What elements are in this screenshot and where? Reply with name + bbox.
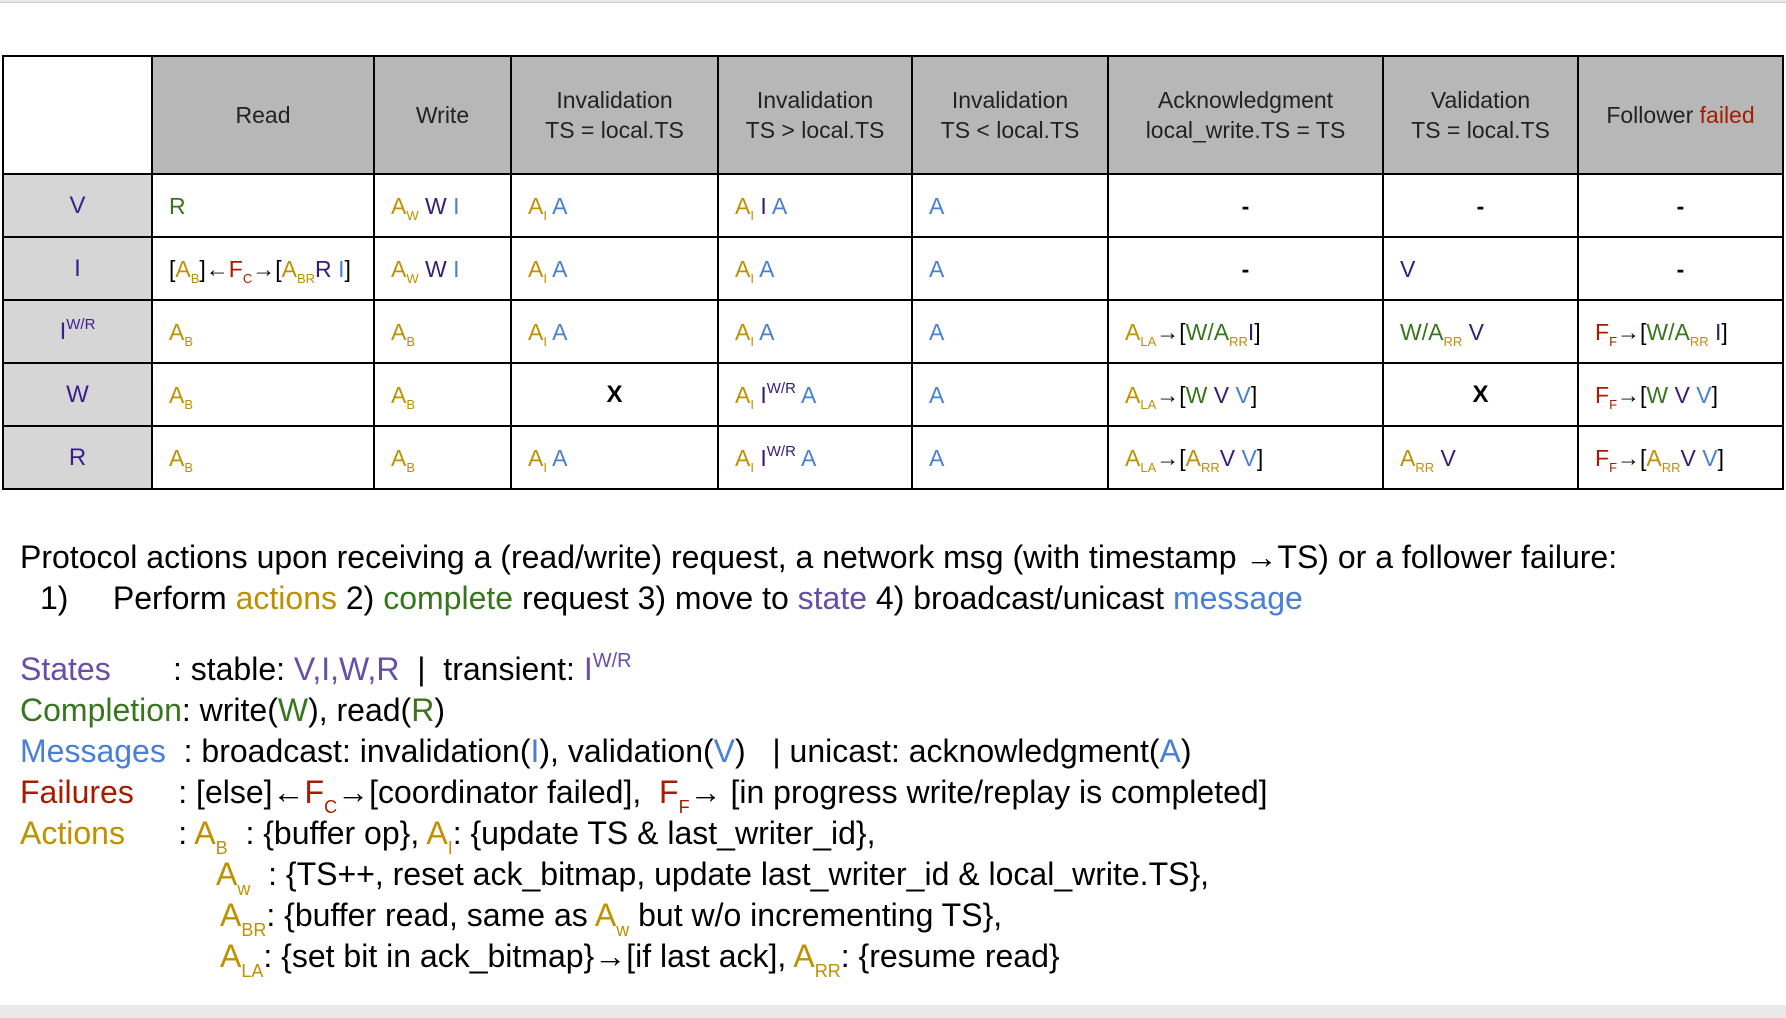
cell-w-ff: FF→[W V V] [1577, 362, 1784, 427]
col-header-follower-failed: Follower failed [1577, 55, 1784, 175]
col-header-inv-eq: Invalidation TS = local.TS [510, 55, 719, 175]
cell-iwr-read: AB [151, 299, 375, 364]
cell-r-read: AB [151, 425, 375, 490]
cell-i-write: AW W I [373, 236, 512, 301]
cell-iwr-inv-lt: A [911, 299, 1109, 364]
cell-i-val: V [1382, 236, 1579, 301]
cell-i-inv-eq: AI A [510, 236, 719, 301]
cell-v-write: AW W I [373, 173, 512, 238]
col-header-inv-gt: Invalidation TS > local.TS [717, 55, 913, 175]
cell-v-inv-eq: AI A [510, 173, 719, 238]
notes-action-ala-line: ALA: {set bit in ack_bitmap}→[if last ac… [220, 938, 1060, 981]
table-row: W AB AB X AI IW/R A A ALA→[W V V] X FF→[… [2, 362, 1784, 427]
table-row: V R AW W I AI A AI I A A - - - [2, 173, 1784, 238]
notes-failures-line: Failures : [else]←FC→[coordinator failed… [20, 774, 1268, 817]
cell-w-inv-eq: X [510, 362, 719, 427]
row-header-v: V [2, 173, 153, 238]
cell-i-ff: - [1577, 236, 1784, 301]
cell-v-read: R [151, 173, 375, 238]
cell-iwr-write: AB [373, 299, 512, 364]
cell-w-read: AB [151, 362, 375, 427]
cell-i-ack: - [1107, 236, 1384, 301]
corner-cell [2, 55, 153, 175]
cell-v-ff: - [1577, 173, 1784, 238]
row-header-r: R [2, 425, 153, 490]
notes-messages-line: Messages : broadcast: invalidation(I), v… [20, 733, 1192, 769]
cell-w-val: X [1382, 362, 1579, 427]
cell-i-inv-lt: A [911, 236, 1109, 301]
cell-i-inv-gt: AI A [717, 236, 913, 301]
protocol-table: Read Write Invalidation TS = local.TS Inv… [2, 55, 1784, 490]
cell-r-ack: ALA→[ARRV V] [1107, 425, 1384, 490]
table-row: I [AB]←FC→[ABRR I] AW W I AI A AI A A - … [2, 236, 1784, 301]
row-header-i: I [2, 236, 153, 301]
cell-v-val: - [1382, 173, 1579, 238]
cell-iwr-inv-eq: AI A [510, 299, 719, 364]
col-header-val: Validation TS = local.TS [1382, 55, 1579, 175]
cell-w-inv-lt: A [911, 362, 1109, 427]
col-header-write: Write [373, 55, 512, 175]
cell-v-inv-gt: AI I A [717, 173, 913, 238]
cell-iwr-ack: ALA→[W/ARRI] [1107, 299, 1384, 364]
cell-r-inv-gt: AI IW/R A [717, 425, 913, 490]
notes-intro-line: Protocol actions upon receiving a (read/… [20, 539, 1618, 575]
cell-iwr-inv-gt: AI A [717, 299, 913, 364]
cell-r-ff: FF→[ARRV V] [1577, 425, 1784, 490]
notes-actions-line: Actions : AB : {buffer op}, AI: {update … [20, 815, 876, 858]
row-header-i-wr: IW/R [2, 299, 153, 364]
legend-notes: Protocol actions upon receiving a (read/… [20, 537, 1618, 981]
cell-v-ack: - [1107, 173, 1384, 238]
table-row: IW/R AB AB AI A AI A A ALA→[W/ARRI] W/AR… [2, 299, 1784, 364]
row-header-w: W [2, 362, 153, 427]
cell-v-inv-lt: A [911, 173, 1109, 238]
cell-r-inv-lt: A [911, 425, 1109, 490]
cell-iwr-ff: FF→[W/ARR I] [1577, 299, 1784, 364]
col-header-read: Read [151, 55, 375, 175]
cell-iwr-val: W/ARR V [1382, 299, 1579, 364]
cell-r-write: AB [373, 425, 512, 490]
notes-states-line: States : stable: V,I,W,R | transient: IW… [20, 650, 632, 687]
notes-completion-line: Completion: write(W), read(R) [20, 692, 445, 728]
notes-action-aw-line: AW : {TS++, reset ack_bitmap, update las… [216, 856, 1210, 899]
header-row: Read Write Invalidation TS = local.TS Inv… [2, 55, 1784, 175]
notes-action-abr-line: ABR: {buffer read, same as AW but w/o in… [220, 897, 1003, 940]
cell-w-write: AB [373, 362, 512, 427]
cell-r-inv-eq: AI A [510, 425, 719, 490]
col-header-inv-lt: Invalidation TS < local.TS [911, 55, 1109, 175]
notes-steps-line: 1) Perform actions 2) complete request 3… [40, 580, 1303, 616]
cell-w-inv-gt: AI IW/R A [717, 362, 913, 427]
cell-r-val: ARR V [1382, 425, 1579, 490]
cell-i-read: [AB]←FC→[ABRR I] [151, 236, 375, 301]
cell-w-ack: ALA→[W V V] [1107, 362, 1384, 427]
col-header-ack: Acknowledgment local_write.TS = TS [1107, 55, 1384, 175]
table-row: R AB AB AI A AI IW/R A A ALA→[ARRV V] AR… [2, 425, 1784, 490]
